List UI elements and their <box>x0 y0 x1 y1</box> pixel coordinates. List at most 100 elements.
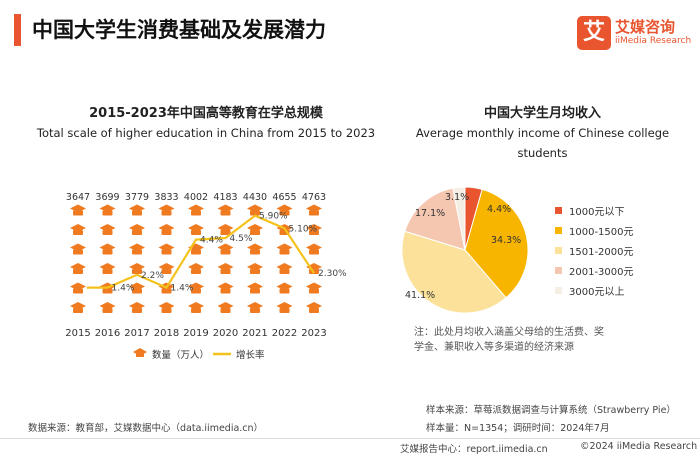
bar-2021 <box>247 204 263 313</box>
graduation-cap-icon <box>247 243 263 255</box>
bar-value-label: 4430 <box>243 192 267 203</box>
pie-slice-4 <box>452 186 466 251</box>
graduation-cap-icon <box>129 224 145 235</box>
pie-slice-label: 3.1% <box>445 192 469 203</box>
growth-rate-label: 2.30% <box>318 269 347 279</box>
graduation-cap-icon <box>217 263 234 274</box>
title-accent-bar <box>14 14 21 46</box>
legend-label: 1501-2000元 <box>569 247 634 258</box>
graduation-cap-icon <box>158 243 175 255</box>
pie-slice-3 <box>404 187 466 251</box>
growth-rate-label: 4.4% <box>200 236 223 246</box>
graduation-cap-icon <box>217 302 234 313</box>
graduation-cap-icon <box>133 348 147 357</box>
graduation-cap-icon <box>276 243 293 255</box>
legend-label: 1000元以下 <box>569 207 625 218</box>
monthly-income-pie: 4.4% 34.3% 41.1% 17.1%3.1% <box>401 186 529 314</box>
logo-mark: 艾 <box>577 16 611 50</box>
bar-2020 <box>217 204 234 313</box>
x-tick-label: 2015 <box>65 328 90 339</box>
graduation-cap-icon <box>70 282 86 294</box>
bar-2019 <box>188 204 204 313</box>
x-tick-label: 2019 <box>183 328 208 339</box>
graduation-cap-icon <box>306 302 322 313</box>
bar-value-label: 4763 <box>302 192 326 203</box>
income-note-line2: 学金、兼职收入等多渠道的经济来源 <box>414 342 574 353</box>
bar-value-label: 4002 <box>184 192 208 203</box>
bar-value-label: 3699 <box>95 192 119 203</box>
graduation-cap-icon <box>99 243 116 255</box>
legend-swatch <box>555 227 562 234</box>
legend-series-growth: 增长率 <box>236 349 265 361</box>
graduation-cap-icon <box>276 282 293 294</box>
legend-swatch <box>555 287 562 294</box>
bar-value-label: 3779 <box>125 192 149 203</box>
x-tick-label: 2022 <box>272 328 297 339</box>
graduation-cap-icon <box>276 204 293 216</box>
graduation-cap-icon <box>70 224 86 235</box>
pie-slice-label: 17.1% <box>415 208 445 219</box>
left-chart-title-cn: 2015-2023年中国高等教育在学总规模 <box>89 106 323 121</box>
pie-legend-item: 1000-1500元 <box>555 223 634 238</box>
graduation-cap-icon <box>217 204 234 216</box>
graduation-cap-icon <box>99 302 116 313</box>
legend-label: 3000元以上 <box>569 287 625 298</box>
graduation-cap-icon <box>306 282 322 294</box>
pie-legend-item: 3000元以上 <box>555 283 624 298</box>
income-note-line1: 注：此处月均收入涵盖父母给的生活费、奖 <box>414 327 604 338</box>
sample-source: 样本来源：草莓派数据调查与计算系统（Strawberry Pie） <box>426 405 676 416</box>
graduation-cap-icon <box>158 302 175 313</box>
left-chart-title-en: Total scale of higher education in China… <box>36 126 376 140</box>
graduation-cap-icon <box>306 204 322 216</box>
bar-2023 <box>306 204 322 313</box>
logo-text-en: iiMedia Research <box>615 36 692 46</box>
pie-slice-1 <box>464 188 529 299</box>
pie-slice-label: 34.3% <box>491 235 521 246</box>
graduation-cap-icon <box>158 204 175 216</box>
legend-swatch <box>555 207 562 214</box>
bar-2016 <box>99 204 116 313</box>
graduation-cap-icon <box>129 263 145 274</box>
x-tick-label: 2020 <box>213 328 238 339</box>
growth-rate-label: 4.5% <box>230 234 253 244</box>
x-tick-label: 2017 <box>124 328 149 339</box>
higher-education-chart: 3647 2015 3699 2016 3779 2017 3833 2018 4002 2019… <box>65 192 347 361</box>
graduation-cap-icon <box>70 204 86 216</box>
data-source: 数据来源：教育部，艾媒数据中心（data.iimedia.cn） <box>28 423 264 434</box>
graduation-cap-icon <box>247 302 263 313</box>
footer-copyright: ©2024 iiMedia Research Inc <box>580 441 700 452</box>
growth-rate-label: 5.90% <box>259 212 288 222</box>
bar-2015 <box>70 204 86 313</box>
graduation-cap-icon <box>306 243 322 255</box>
bar-chart-legend: 数量（万人） 增长率 <box>133 348 265 361</box>
right-chart-title-en-1: Average monthly income of Chinese colleg… <box>415 126 670 140</box>
pie-slice-label: 41.1% <box>405 290 435 301</box>
growth-rate-label: 5.10% <box>289 224 318 234</box>
graduation-cap-icon <box>70 243 86 255</box>
x-tick-label: 2021 <box>242 328 267 339</box>
pie-legend-item: 2001-3000元 <box>555 263 634 278</box>
growth-rate-label: 2.2% <box>141 271 164 281</box>
graduation-cap-icon <box>99 224 116 235</box>
iimedia-logo: 艾 艾媒咨询 iiMedia Research <box>577 16 692 50</box>
graduation-cap-icon <box>306 224 322 235</box>
graduation-cap-icon <box>276 302 293 313</box>
graduation-cap-icon <box>99 204 116 216</box>
graduation-cap-icon <box>247 263 263 274</box>
graduation-cap-icon <box>129 243 145 255</box>
graduation-cap-icon <box>188 204 204 216</box>
graduation-cap-icon <box>70 302 86 313</box>
bar-value-label: 3647 <box>66 192 90 203</box>
logo-text-cn: 艾媒咨询 <box>615 18 676 36</box>
graduation-cap-icon <box>276 263 293 274</box>
graduation-cap-icon <box>188 302 204 313</box>
right-chart-title-cn: 中国大学生月均收入 <box>483 106 601 121</box>
bar-value-label: 3833 <box>154 192 178 203</box>
page-title: 中国大学生消费基础及发展潜力 <box>32 18 326 42</box>
bar-value-label: 4183 <box>213 192 237 203</box>
legend-swatch <box>555 247 562 254</box>
footer-report-link[interactable]: 艾媒报告中心：report.iimedia.cn <box>400 444 548 455</box>
x-tick-label: 2016 <box>95 328 120 339</box>
graduation-cap-icon <box>70 263 86 274</box>
footer-divider <box>0 438 700 439</box>
